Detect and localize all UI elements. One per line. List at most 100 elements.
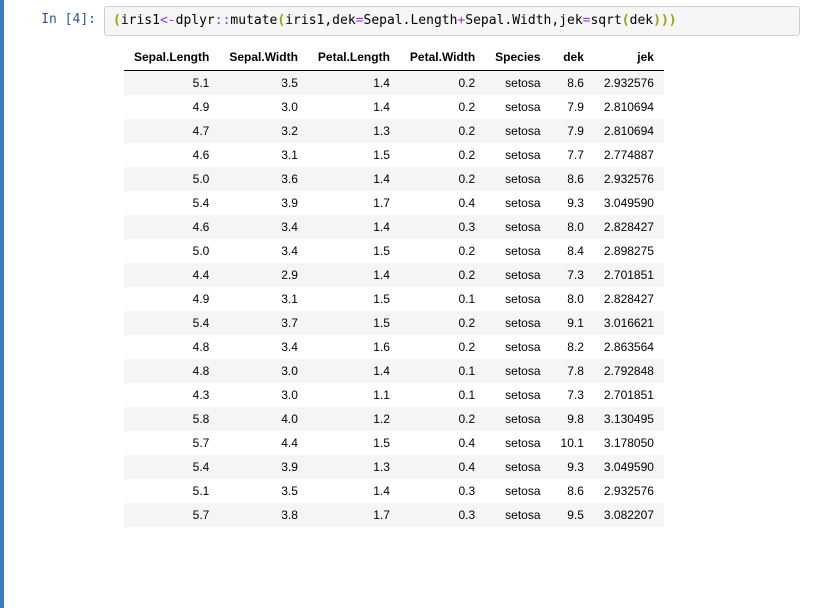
code-token: Sepal.Length	[364, 13, 458, 28]
table-cell: 0.1	[400, 287, 485, 311]
table-cell: setosa	[485, 479, 550, 503]
table-cell: 3.0	[219, 95, 308, 119]
output-area: Sepal.LengthSepal.WidthPetal.LengthPetal…	[4, 44, 824, 527]
table-cell: 7.8	[551, 359, 594, 383]
table-cell: 1.6	[308, 335, 400, 359]
table-cell: setosa	[485, 431, 550, 455]
table-cell: 8.0	[551, 287, 594, 311]
table-cell: 3.4	[219, 335, 308, 359]
code-token: iris1,dek	[285, 13, 355, 28]
dataframe-output: Sepal.LengthSepal.WidthPetal.LengthPetal…	[104, 44, 664, 527]
table-cell: 1.4	[308, 95, 400, 119]
table-row: 5.03.41.50.2setosa8.42.898275	[124, 239, 664, 263]
code-token: mutate	[230, 13, 277, 28]
table-cell: 0.4	[400, 431, 485, 455]
table-row: 4.83.41.60.2setosa8.22.863564	[124, 335, 664, 359]
table-cell: 5.7	[124, 503, 219, 527]
table-cell: 0.3	[400, 479, 485, 503]
table-cell: 8.4	[551, 239, 594, 263]
table-cell: 3.6	[219, 167, 308, 191]
table-cell: 2.9	[219, 263, 308, 287]
table-cell: 2.932576	[594, 70, 664, 95]
table-column-header: jek	[594, 44, 664, 71]
table-cell: setosa	[485, 311, 550, 335]
table-cell: 3.049590	[594, 191, 664, 215]
table-cell: 5.4	[124, 455, 219, 479]
table-cell: 4.0	[219, 407, 308, 431]
table-cell: 2.932576	[594, 167, 664, 191]
table-row: 4.42.91.40.2setosa7.32.701851	[124, 263, 664, 287]
code-cell: In [4]: (iris1<-dplyr::mutate(iris1,dek=…	[4, 0, 824, 527]
table-cell: 1.7	[308, 191, 400, 215]
table-cell: 3.4	[219, 215, 308, 239]
table-cell: 5.7	[124, 431, 219, 455]
table-cell: 3.1	[219, 143, 308, 167]
table-cell: 3.049590	[594, 455, 664, 479]
table-cell: 10.1	[551, 431, 594, 455]
table-cell: 5.0	[124, 239, 219, 263]
table-cell: 7.9	[551, 119, 594, 143]
table-cell: 3.9	[219, 455, 308, 479]
table-cell: 3.130495	[594, 407, 664, 431]
table-cell: 0.4	[400, 455, 485, 479]
table-cell: 8.0	[551, 215, 594, 239]
table-cell: 1.3	[308, 119, 400, 143]
table-cell: 1.5	[308, 143, 400, 167]
table-row: 5.03.61.40.2setosa8.62.932576	[124, 167, 664, 191]
table-row: 4.83.01.40.1setosa7.82.792848	[124, 359, 664, 383]
table-row: 5.73.81.70.3setosa9.53.082207	[124, 503, 664, 527]
code-token: dek	[630, 13, 653, 28]
table-cell: 8.6	[551, 70, 594, 95]
table-cell: 1.4	[308, 215, 400, 239]
table-cell: 1.2	[308, 407, 400, 431]
table-cell: setosa	[485, 167, 550, 191]
table-cell: 0.3	[400, 215, 485, 239]
input-prompt: In [4]:	[4, 6, 104, 27]
table-cell: 3.0	[219, 383, 308, 407]
table-cell: 1.5	[308, 239, 400, 263]
table-row: 5.13.51.40.2setosa8.62.932576	[124, 70, 664, 95]
table-cell: 5.0	[124, 167, 219, 191]
table-cell: 1.7	[308, 503, 400, 527]
table-cell: 0.2	[400, 143, 485, 167]
table-cell: 4.8	[124, 335, 219, 359]
table-cell: 1.4	[308, 359, 400, 383]
table-cell: 4.3	[124, 383, 219, 407]
table-cell: 0.2	[400, 167, 485, 191]
table-cell: 1.1	[308, 383, 400, 407]
table-column-header: dek	[551, 44, 594, 71]
table-cell: 8.2	[551, 335, 594, 359]
table-cell: 9.5	[551, 503, 594, 527]
code-input[interactable]: (iris1<-dplyr::mutate(iris1,dek=Sepal.Le…	[104, 6, 800, 36]
table-cell: setosa	[485, 287, 550, 311]
table-cell: setosa	[485, 119, 550, 143]
table-cell: 0.1	[400, 383, 485, 407]
table-cell: 5.8	[124, 407, 219, 431]
table-cell: setosa	[485, 70, 550, 95]
table-cell: setosa	[485, 239, 550, 263]
table-cell: 3.0	[219, 359, 308, 383]
code-token: dplyr	[176, 13, 215, 28]
table-row: 5.13.51.40.3setosa8.62.932576	[124, 479, 664, 503]
table-row: 4.33.01.10.1setosa7.32.701851	[124, 383, 664, 407]
table-cell: 4.4	[124, 263, 219, 287]
table-cell: 2.774887	[594, 143, 664, 167]
table-row: 5.84.01.20.2setosa9.83.130495	[124, 407, 664, 431]
table-cell: 1.5	[308, 287, 400, 311]
table-row: 5.43.91.30.4setosa9.33.049590	[124, 455, 664, 479]
code-token: Sepal.Width,jek	[465, 13, 582, 28]
table-cell: 4.7	[124, 119, 219, 143]
code-token: (	[622, 13, 630, 28]
table-row: 4.63.11.50.2setosa7.72.774887	[124, 143, 664, 167]
table-row: 4.93.01.40.2setosa7.92.810694	[124, 95, 664, 119]
table-cell: 0.1	[400, 359, 485, 383]
input-area: In [4]: (iris1<-dplyr::mutate(iris1,dek=…	[4, 6, 824, 36]
table-cell: 7.3	[551, 263, 594, 287]
table-cell: 3.2	[219, 119, 308, 143]
table-cell: 5.4	[124, 191, 219, 215]
table-cell: setosa	[485, 335, 550, 359]
table-cell: 1.4	[308, 479, 400, 503]
table-cell: 4.6	[124, 215, 219, 239]
table-row: 5.74.41.50.4setosa10.13.178050	[124, 431, 664, 455]
table-cell: setosa	[485, 191, 550, 215]
